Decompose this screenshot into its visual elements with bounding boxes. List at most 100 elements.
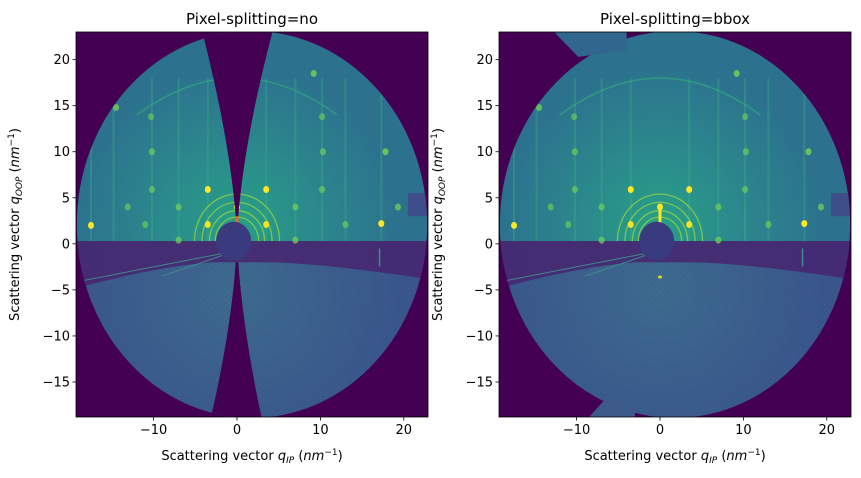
y-tick-label: 5	[62, 191, 70, 206]
diffraction-spot	[204, 221, 211, 228]
diffraction-spot	[817, 203, 824, 211]
diffraction-spot	[124, 203, 131, 211]
diffraction-spot	[342, 221, 349, 228]
diffraction-spot	[204, 186, 211, 193]
y-tick-label: 0	[485, 237, 493, 252]
y-tick-label: 15	[53, 99, 70, 114]
diffraction-spot	[148, 186, 155, 193]
horizon-band	[499, 241, 851, 290]
diffraction-spot	[394, 203, 401, 211]
diffraction-spot	[319, 148, 326, 156]
panel-title: Pixel-splitting=no	[186, 10, 318, 28]
detector-patch	[830, 193, 851, 217]
diffraction-rod	[573, 78, 576, 242]
diffraction-spot	[113, 104, 120, 112]
diffraction-spot	[547, 203, 554, 211]
y-tick-label: −5	[474, 283, 493, 298]
diffraction-spot	[733, 69, 740, 77]
x-tick-label: 0	[233, 423, 241, 438]
diffraction-spot	[686, 186, 693, 193]
y-tick-label: −10	[466, 329, 493, 344]
missing-wedge-bottom	[209, 262, 263, 417]
heatmap-panel-1: −10 0 10 20 −15 −10 −5 0 5 10 15 20 Pixel-splitting=…	[430, 10, 852, 466]
diffraction-spot	[627, 221, 634, 228]
diffraction-spot	[742, 186, 749, 193]
heatmap-panel-0: −10 0 10 20 −15 −10 −5 0 5 10 15 20 Pixel-splitting=…	[7, 10, 429, 466]
y-axis-label: Scattering vector qOOP (nm−1)	[7, 128, 25, 321]
diffraction-spot	[686, 221, 693, 228]
diffraction-spot	[742, 148, 749, 156]
shadow-line	[378, 248, 381, 267]
diffraction-spot	[657, 275, 662, 279]
x-tick-label: 20	[819, 423, 836, 438]
diffraction-rod	[112, 78, 115, 242]
x-tick-label: 10	[735, 423, 752, 438]
horizon-band	[76, 241, 428, 290]
diffraction-rod	[600, 78, 603, 242]
y-tick-label: 10	[476, 145, 493, 160]
diffraction-rod	[535, 78, 538, 242]
beamstop	[639, 221, 675, 261]
missing-wedge-top	[201, 32, 274, 217]
diffraction-spot	[175, 203, 182, 211]
heatmap-image	[499, 32, 851, 417]
x-tick-label: 20	[396, 423, 413, 438]
interpolated-region-bottom	[589, 398, 635, 417]
diffraction-rod	[688, 78, 691, 242]
diffraction-rod	[294, 78, 297, 242]
y-tick-label: −10	[43, 329, 70, 344]
y-tick-label: −15	[466, 376, 493, 391]
axes-frame	[75, 31, 429, 418]
diffraction-ring	[616, 193, 704, 242]
diffraction-rod	[380, 78, 383, 242]
y-tick-label: −15	[43, 376, 70, 391]
shadow-line	[801, 248, 804, 267]
diffraction-spot	[598, 203, 605, 211]
x-tick-label: −10	[563, 423, 590, 438]
diffraction-spot	[598, 236, 605, 244]
diffraction-spot	[715, 203, 722, 211]
diffraction-spot	[536, 104, 543, 112]
x-tick-label: 0	[656, 423, 664, 438]
y-tick-label: 10	[53, 145, 70, 160]
panel-title: Pixel-splitting=bbox	[600, 10, 750, 28]
diffraction-spot	[511, 221, 518, 229]
diffraction-spot	[175, 236, 182, 244]
y-tick-label: 0	[62, 237, 70, 252]
diffraction-spot	[292, 236, 299, 244]
diffraction-rod	[344, 78, 347, 242]
diffraction-rod	[513, 78, 516, 242]
diffraction-arc	[559, 77, 761, 116]
diffraction-rod	[265, 78, 268, 242]
diffraction-rod	[206, 78, 209, 242]
diffraction-rod	[767, 78, 770, 242]
diffraction-spot	[263, 186, 270, 193]
x-axis-label: Scattering vector qIP (nm−1)	[584, 448, 765, 466]
diffraction-spot	[627, 186, 634, 193]
diffraction-rod	[717, 78, 720, 242]
detector-area	[499, 32, 851, 417]
y-tick-label: 15	[476, 99, 493, 114]
diffraction-spot	[715, 236, 722, 244]
diffraction-spot	[319, 113, 326, 121]
interpolated-region-top	[554, 32, 627, 57]
diffraction-spot	[571, 148, 578, 156]
diffraction-rod	[803, 78, 806, 242]
diffraction-spot	[310, 69, 317, 77]
y-tick-label: 5	[485, 191, 493, 206]
diffraction-spot	[565, 221, 572, 228]
diffraction-spot	[142, 221, 149, 228]
diffraction-spot	[765, 221, 772, 228]
x-axis-label: Scattering vector qIP (nm−1)	[161, 448, 342, 466]
diffraction-spot	[292, 203, 299, 211]
shadow-line	[82, 252, 225, 282]
shadow-line	[505, 252, 648, 282]
y-tick-label: 20	[476, 53, 493, 68]
diffraction-spot	[805, 148, 812, 156]
diffraction-rod	[629, 78, 632, 242]
diffraction-spot	[319, 186, 326, 193]
diffraction-rod	[744, 78, 747, 242]
diffraction-rod	[177, 78, 180, 242]
diffraction-spot	[378, 220, 385, 228]
